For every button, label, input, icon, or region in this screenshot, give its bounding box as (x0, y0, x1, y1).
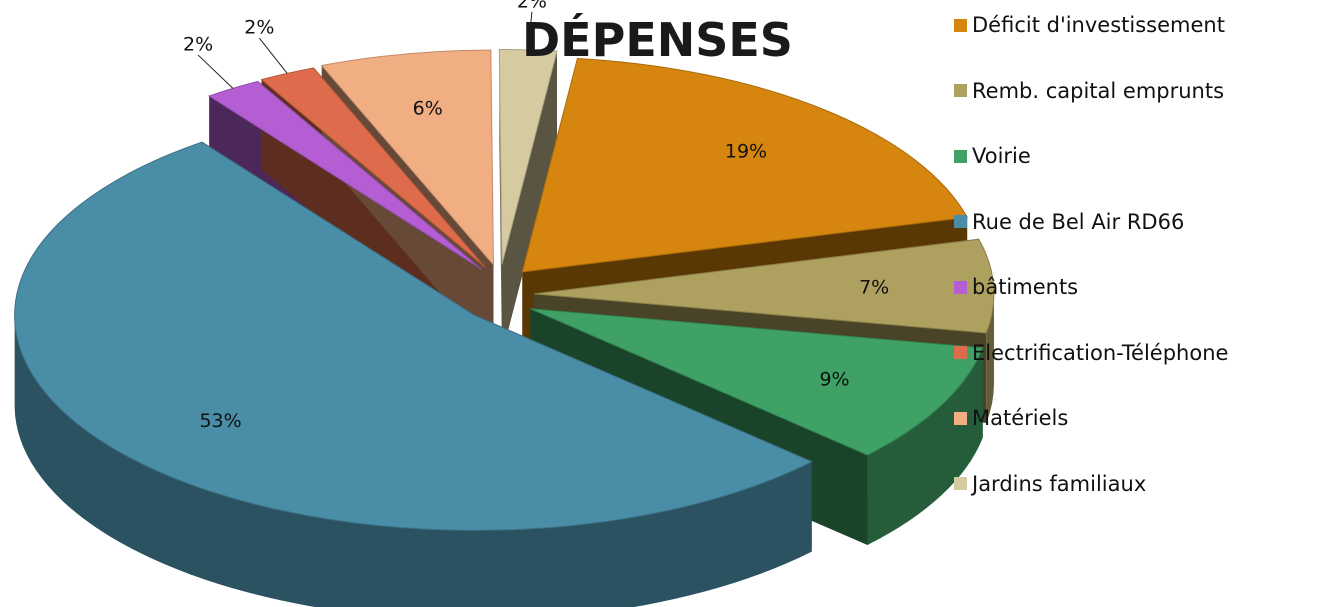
legend-label: Rue de Bel Air RD66 (972, 209, 1185, 234)
slice-electrification-telephone (260, 67, 486, 268)
data-label-deficit-d-investissement: 19% (725, 140, 767, 162)
legend-swatch (954, 18, 967, 32)
legend-swatch (954, 280, 967, 294)
slice-rue-de-bel-air-rd66 (14, 141, 813, 531)
leader-line-electrification-telephone (258, 37, 288, 74)
legend-label: Electrification-Téléphone (972, 340, 1229, 365)
legend-item-rue-de-bel-air-rd66: Rue de Bel Air RD66 (954, 207, 1184, 237)
legend-swatch (954, 477, 967, 490)
legend-swatch (954, 215, 967, 228)
legend-item-batiments: bâtiments (954, 272, 1078, 302)
legend-swatch (954, 84, 967, 97)
legend-label: Matériels (972, 406, 1069, 430)
data-labels-layer: 19% 7% 9% 53% 2% 2% 6% 2% (183, 0, 889, 432)
legend-label: Remb. capital emprunts (972, 78, 1225, 103)
slice-jardins-familiaux (498, 48, 558, 265)
legend-label: bâtiments (972, 275, 1079, 299)
slice-wall-jardins-familiaux-1 (501, 50, 558, 355)
legend-item-electrification-telephone: Electrification-Téléphone (954, 338, 1228, 368)
data-label-voirie: 9% (819, 369, 849, 391)
leader-lines-layer (197, 11, 533, 89)
data-label-rue-de-bel-air-rd66: 53% (199, 410, 241, 432)
slice-side-rue-de-bel-air-rd66 (14, 318, 812, 607)
slice-voirie (530, 308, 984, 456)
data-label-materiels: 6% (413, 97, 443, 119)
pie-slices-layer (14, 48, 995, 531)
slice-remb-capital-emprunts (533, 238, 995, 334)
slice-side-voirie (867, 347, 983, 546)
legend-label: Déficit d'investissement (972, 13, 1225, 37)
slice-deficit-d-investissement (521, 57, 969, 273)
leader-line-batiments (197, 54, 234, 89)
data-label-batiments: 2% (183, 34, 213, 56)
legend-label: Voirie (972, 144, 1031, 168)
legend-label: Jardins familiaux (972, 471, 1147, 496)
legend-item-deficit-d-investissement: Déficit d'investissement (954, 10, 1225, 40)
data-label-jardins-familiaux: 2% (517, 0, 547, 12)
legend-swatch (954, 346, 967, 359)
legend-swatch (954, 149, 967, 163)
legend-item-jardins-familiaux: Jardins familiaux (954, 469, 1146, 499)
leader-line-jardins-familiaux (527, 11, 533, 50)
data-label-remb-capital-emprunts: 7% (859, 276, 889, 298)
legend-item-remb-capital-emprunts: Remb. capital emprunts (954, 76, 1224, 106)
chart-title: DÉPENSES (522, 13, 793, 67)
data-label-electrification-telephone: 2% (244, 17, 274, 39)
slice-materiels (320, 49, 494, 267)
legend-swatch (954, 411, 967, 425)
legend-item-voirie: Voirie (954, 141, 1031, 171)
legend-item-materiels: Matériels (954, 403, 1068, 433)
slice-side-remb-capital-emprunts (986, 293, 994, 423)
